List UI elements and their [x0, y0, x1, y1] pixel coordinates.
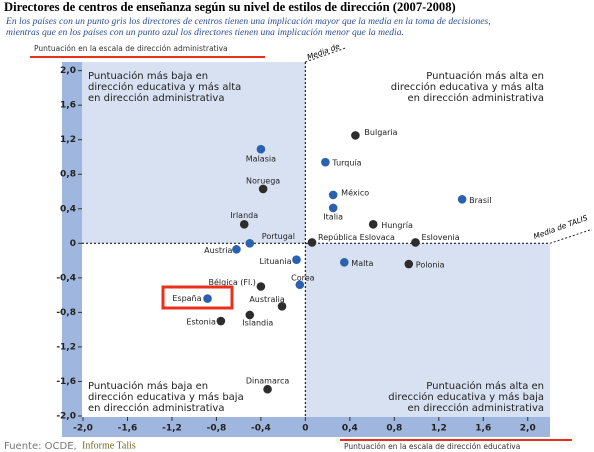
quadrant-shade [82, 62, 306, 244]
mean-line [549, 228, 593, 244]
point [328, 203, 338, 213]
point-label: Italia [323, 212, 343, 221]
point [404, 259, 414, 269]
x-tick-label: -1,6 [118, 424, 138, 434]
point-label: México [341, 187, 369, 197]
y-tick-label: 1,6 [60, 101, 76, 111]
point-label: Irlanda [230, 211, 258, 220]
point-label: Islandia [242, 318, 273, 327]
quadrant-note: en dirección administrativa [88, 402, 224, 414]
y-tick-label: -2,0 [56, 412, 76, 422]
point [295, 280, 305, 290]
point-label: Polonia [416, 261, 445, 270]
subtitle: mientras que en los países con un punto … [6, 27, 404, 38]
point [239, 220, 249, 229]
y-tick-label: 0,8 [60, 170, 76, 180]
quadrant-note: Puntuación más alta en [426, 70, 544, 82]
subtitle: En los países con un punto gris los dire… [5, 16, 491, 27]
point [216, 316, 226, 326]
y-tick-label: -1,2 [56, 342, 76, 352]
x-tick-label: 0,8 [386, 424, 402, 434]
quadrant-note: en dirección administrativa [408, 92, 544, 104]
point [245, 310, 255, 320]
y-axis-label: Puntuación en la escala de dirección adm… [34, 44, 228, 53]
point-label: Austria [204, 246, 232, 255]
point-label: España [172, 294, 201, 303]
x-tick-label: -2,0 [73, 424, 93, 434]
quadrant-note: Puntuación más alta en [426, 380, 544, 392]
point [457, 194, 467, 204]
chart-title: Directores de centros de enseñanza según… [4, 0, 456, 14]
x-tick-label: 0,4 [342, 424, 358, 434]
point-label: Eslovenia [421, 233, 459, 242]
mean-line [305, 47, 346, 63]
point-label: Australia [249, 295, 284, 304]
x-tick-label: 1,2 [431, 424, 447, 434]
x-tick-label: 0 [302, 424, 308, 434]
x-tick-label: -0,4 [251, 424, 271, 434]
point [351, 131, 360, 140]
point-label: Hungría [381, 221, 413, 230]
quadrant-note: dirección educativa y más baja [388, 391, 544, 403]
point [256, 144, 266, 154]
mean-label: Media de [306, 41, 342, 61]
point [307, 238, 317, 247]
point-label: Brasil [469, 196, 491, 205]
x-axis-label: Puntuación en la escala de dirección edu… [344, 442, 520, 451]
point-label: Corea [291, 273, 315, 282]
point [245, 239, 255, 248]
point-label: Noruega [246, 176, 280, 185]
x-tick-label: -1,2 [162, 424, 182, 434]
y-tick-label: 0,4 [60, 204, 76, 214]
point-label: Bélgica (Fl.) [209, 277, 256, 287]
y-tick-label: 0 [70, 239, 76, 249]
quadrant-note: Puntuación más baja en [88, 380, 208, 392]
y-tick-label: -0,4 [56, 273, 76, 283]
point-label: Lituania [260, 257, 292, 266]
point [321, 157, 330, 167]
quadrant-shade [305, 243, 550, 417]
quadrant-note: en dirección administrativa [88, 92, 224, 104]
point [232, 245, 241, 254]
source: Fuente: OCDE, [4, 441, 77, 452]
point [203, 294, 212, 303]
point-label: Estonia [186, 318, 216, 327]
y-tick-label: -1,6 [56, 377, 76, 387]
x-tick-label: 2,0 [520, 424, 536, 434]
point [339, 258, 349, 267]
point-label: Malasia [246, 155, 276, 164]
point-label: Dinamarca [246, 377, 290, 386]
y-tick-label: 2,0 [60, 66, 76, 76]
x-tick-label: 1,6 [475, 424, 491, 434]
y-tick-label: -0,8 [56, 308, 76, 318]
point-label: Bulgaria [364, 128, 397, 137]
point [292, 255, 301, 265]
quadrant-note: dirección educativa y más alta [88, 81, 241, 93]
highlight-box [161, 285, 234, 310]
point [256, 282, 266, 291]
point-label: Turquía [331, 159, 361, 168]
source-report: Informe Talis [82, 440, 136, 451]
x-tick-label: -0,8 [207, 424, 227, 434]
point-label: Portugal [262, 232, 295, 241]
point [277, 302, 287, 311]
point [411, 238, 420, 247]
quadrant-note: en dirección administrativa [408, 402, 544, 414]
point [258, 184, 268, 194]
point [328, 190, 338, 200]
quadrant-note: Puntuación más baja en [88, 70, 208, 82]
point-label: Malta [351, 259, 373, 268]
point [263, 384, 272, 394]
point-label: República Eslovaca [318, 233, 395, 242]
quadrant-note: dirección educativa y más alta [391, 81, 544, 93]
quadrant-note: dirección educativa y más baja [88, 391, 244, 403]
y-tick-label: 1,2 [60, 135, 76, 145]
point [368, 220, 378, 229]
